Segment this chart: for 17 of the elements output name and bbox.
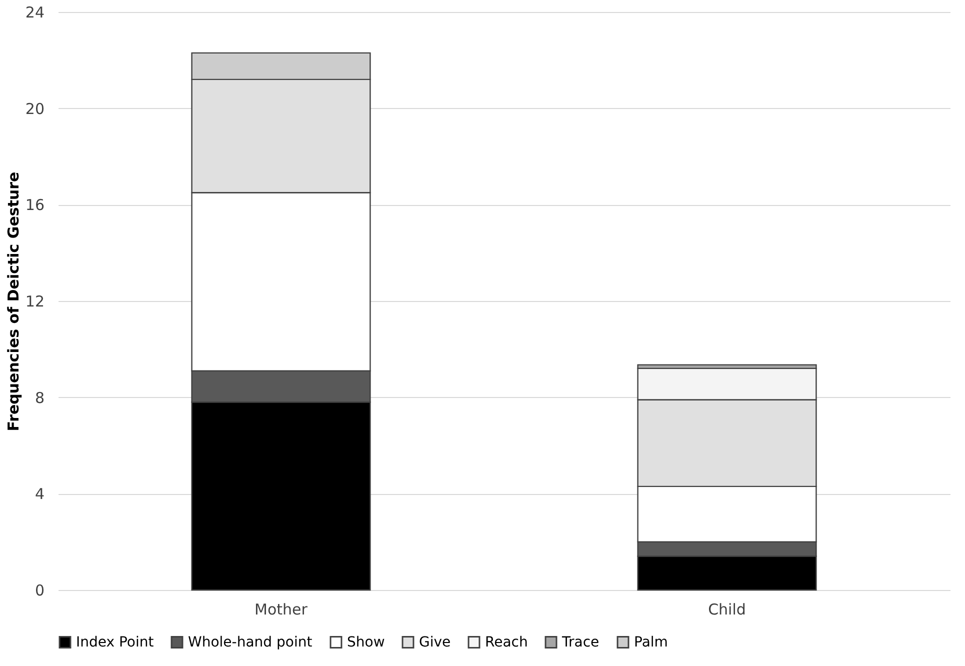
x-tick-label: Mother — [254, 600, 308, 618]
legend-label: Reach — [485, 634, 528, 650]
legend-label: Show — [347, 634, 385, 650]
y-tick-label: 4 — [34, 485, 44, 504]
legend-label: Trace — [561, 634, 600, 650]
y-tick-label: 8 — [34, 388, 44, 407]
legend-label: Index Point — [76, 634, 154, 650]
y-tick-label: 16 — [25, 196, 44, 214]
y-tick-label: 20 — [25, 100, 44, 118]
y-axis-title: Frequencies of Deictic Gesture — [4, 172, 22, 432]
legend-label: Give — [419, 634, 451, 650]
y-tick-label: 0 — [34, 582, 44, 600]
x-tick-label: Child — [708, 600, 746, 618]
legend-label: Whole-hand point — [188, 634, 313, 650]
y-tick-label: 24 — [25, 4, 44, 22]
y-tick-label: 12 — [25, 292, 44, 310]
legend-label: Palm — [634, 634, 668, 650]
